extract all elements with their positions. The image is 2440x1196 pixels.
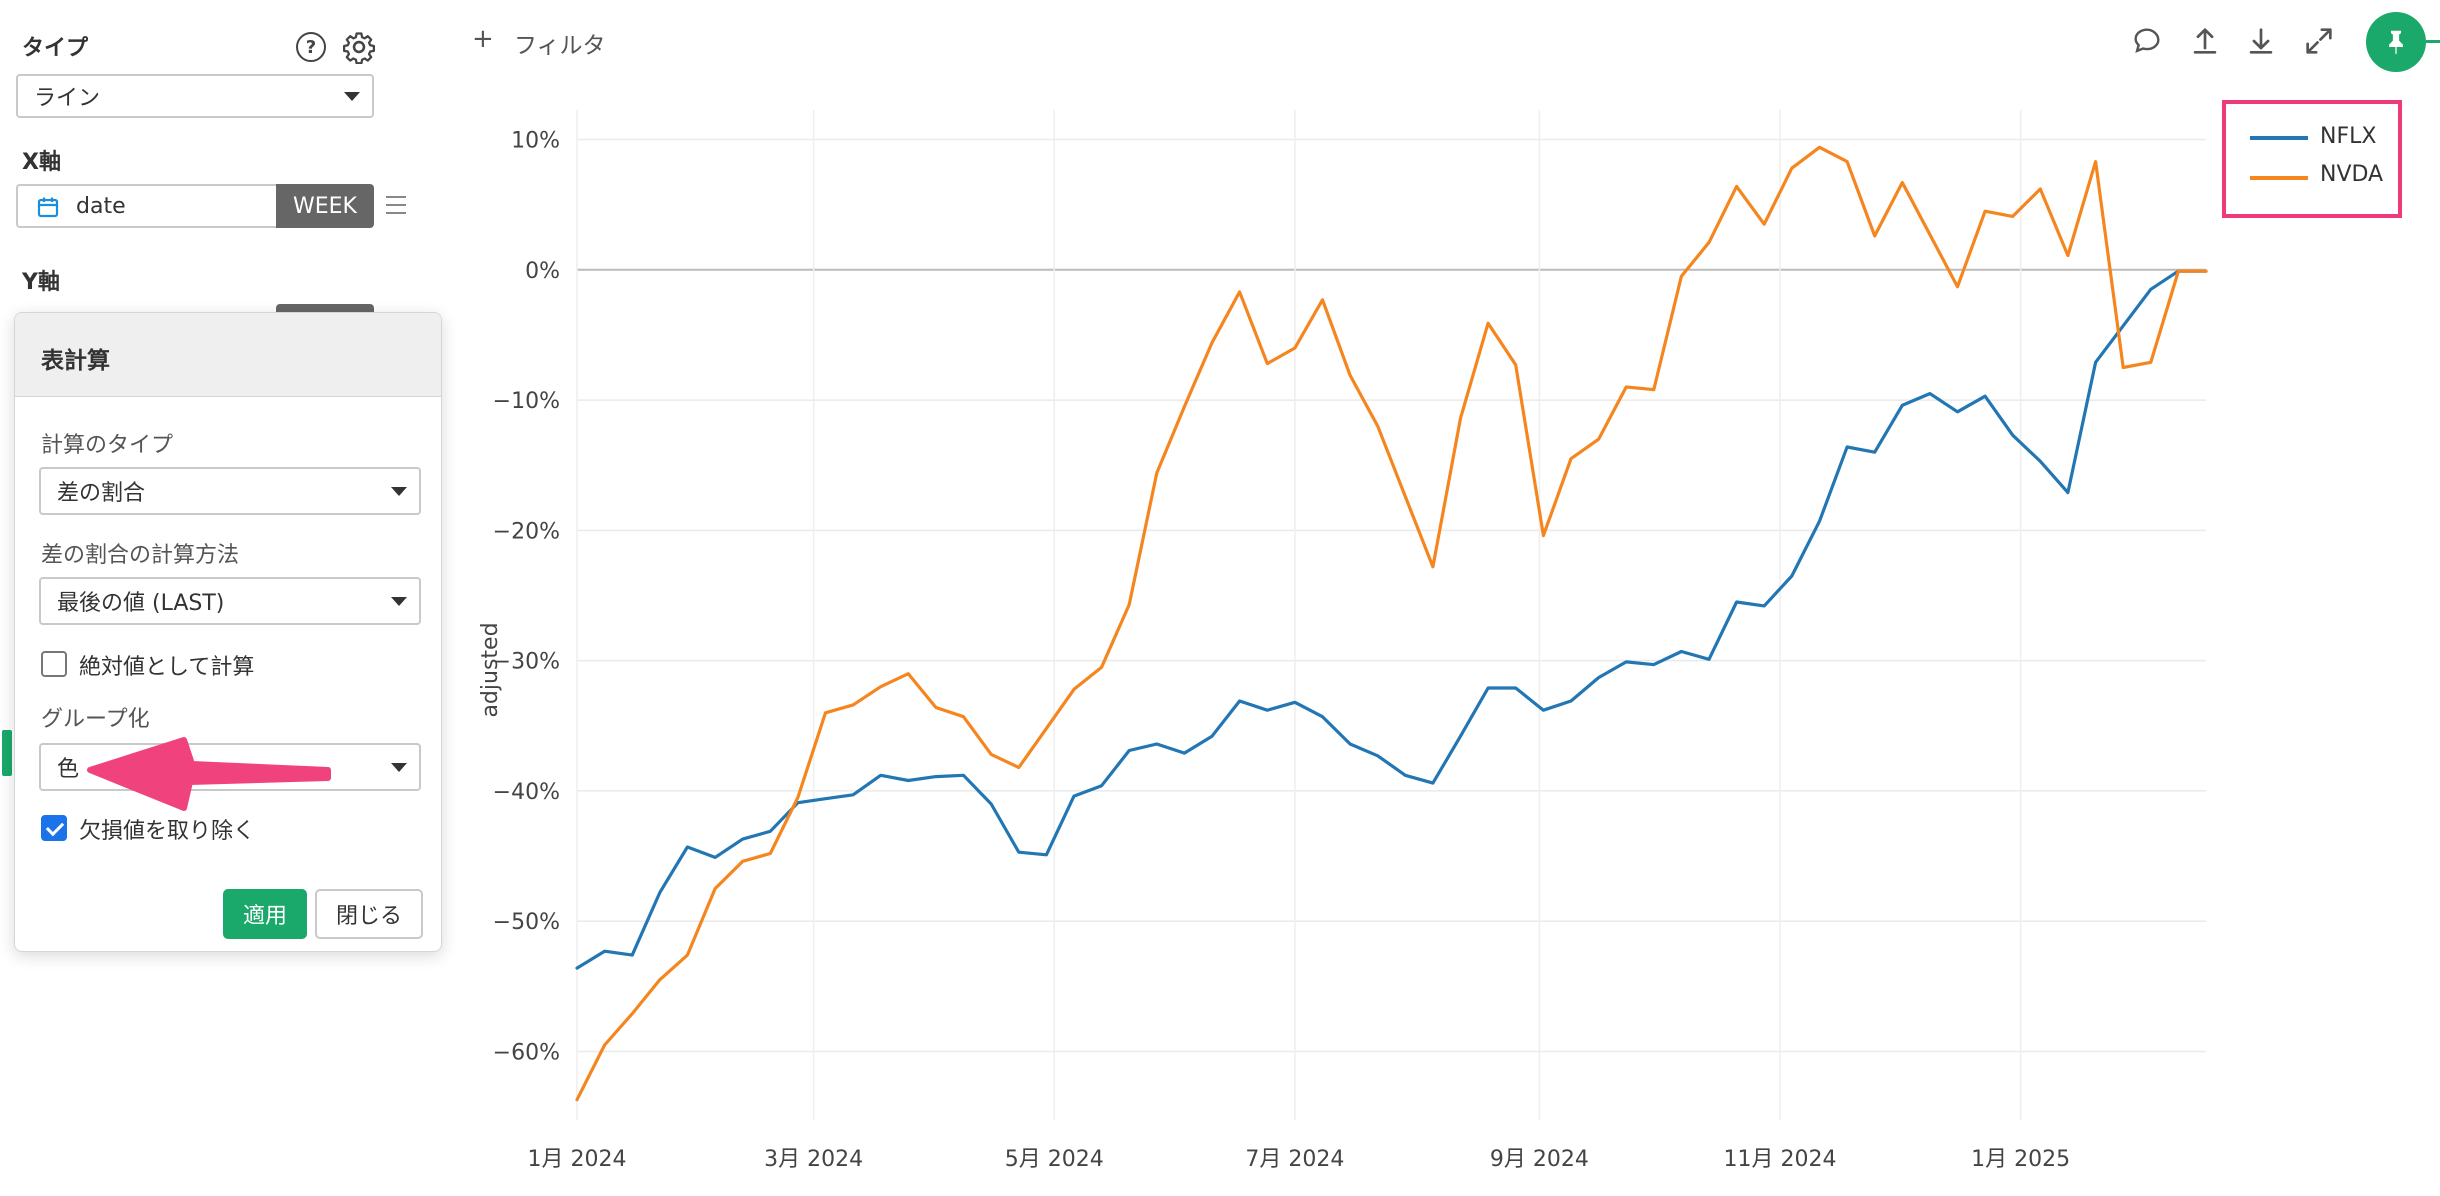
method-select[interactable]: 最後の値 (LAST) xyxy=(39,577,421,625)
x-tick-label: 5月 2024 xyxy=(1005,1147,1104,1172)
type-label: タイプ xyxy=(22,36,89,61)
legend-label-nflx: NFLX xyxy=(2320,124,2377,149)
line-chart: 1月 2024 3月 2024 5月 2024 7月 2024 9月 2024 11月 2… xyxy=(478,110,2208,1172)
pin-icon xyxy=(2389,30,2403,55)
help-icon[interactable]: ? xyxy=(296,32,326,62)
y-tick-label: −10% xyxy=(493,389,560,414)
chart-type-value: ライン xyxy=(34,86,101,111)
calendar-icon xyxy=(37,197,59,218)
chevron-down-icon xyxy=(391,487,407,496)
download-icon[interactable] xyxy=(2244,24,2278,58)
pin-button[interactable] xyxy=(2366,12,2426,72)
legend-label-nvda: NVDA xyxy=(2320,162,2384,187)
gear-icon[interactable] xyxy=(342,30,376,64)
x-tick-label: 1月 2024 xyxy=(528,1147,627,1172)
pin-connector xyxy=(2426,40,2440,43)
annotation-arrow xyxy=(87,737,331,811)
xaxis-field-name: date xyxy=(76,194,126,219)
apply-button[interactable]: 適用 xyxy=(223,889,307,939)
y-tick-label: −20% xyxy=(493,519,560,544)
absolute-label: 絶対値として計算 xyxy=(79,655,255,680)
grouping-select[interactable]: 色 xyxy=(39,743,421,791)
grouping-label: グループ化 xyxy=(41,707,150,732)
y-tick-label: −50% xyxy=(493,910,560,935)
y-tick-label: 0% xyxy=(525,259,560,284)
popup-header: 表計算 xyxy=(15,313,441,397)
method-label: 差の割合の計算方法 xyxy=(41,543,240,568)
remove-missing-label: 欠損値を取り除く xyxy=(79,819,256,844)
popup-title: 表計算 xyxy=(41,348,110,374)
chevron-down-icon xyxy=(344,92,360,101)
x-tick-label: 9月 2024 xyxy=(1490,1147,1589,1172)
x-tick-label: 11月 2024 xyxy=(1724,1147,1837,1172)
chart-grid xyxy=(576,110,2206,1120)
remove-missing-checkbox[interactable] xyxy=(41,815,67,841)
calc-type-select[interactable]: 差の割合 xyxy=(39,467,421,515)
chevron-down-icon xyxy=(391,763,407,772)
chevron-down-icon xyxy=(391,597,407,606)
x-axis-ticks: 1月 2024 3月 2024 5月 2024 7月 2024 9月 2024 11月 2… xyxy=(528,1147,2071,1172)
table-calc-popup: 表計算 計算のタイプ 差の割合 差の割合の計算方法 最後の値 (LAST) 絶対… xyxy=(14,312,442,952)
calc-type-label: 計算のタイプ xyxy=(41,433,174,458)
x-tick-label: 3月 2024 xyxy=(764,1147,863,1172)
chart-lines xyxy=(575,145,2208,1102)
xaxis-label: X軸 xyxy=(22,150,61,175)
y-tick-label: −40% xyxy=(493,780,560,805)
add-filter-icon[interactable]: + xyxy=(472,24,494,54)
menu-icon[interactable] xyxy=(386,196,406,214)
y-axis-ticks: 10% 0% −10% −20% −30% −40% −50% −60% xyxy=(493,129,560,1066)
xaxis-field[interactable]: date xyxy=(16,184,278,228)
add-filter-button[interactable]: フィルタ xyxy=(514,33,606,59)
y-tick-label: 10% xyxy=(511,129,560,154)
chart-type-select[interactable]: ライン xyxy=(16,74,374,118)
upload-icon[interactable] xyxy=(2188,24,2222,58)
comment-icon[interactable] xyxy=(2130,24,2164,58)
calc-type-value: 差の割合 xyxy=(57,481,146,506)
legend-swatch-nvda xyxy=(2250,176,2308,180)
method-value: 最後の値 (LAST) xyxy=(57,591,225,616)
y-tick-label: −30% xyxy=(493,650,560,675)
expand-icon[interactable] xyxy=(2302,24,2336,58)
series-line-nflx xyxy=(575,269,2208,970)
x-tick-label: 1月 2025 xyxy=(1971,1147,2070,1172)
series-line-nvda xyxy=(575,145,2208,1102)
grouping-value: 色 xyxy=(57,757,80,782)
xaxis-unit-button[interactable]: WEEK xyxy=(276,184,374,228)
y-tick-label: −60% xyxy=(493,1041,560,1066)
x-tick-label: 7月 2024 xyxy=(1245,1147,1344,1172)
side-accent-bar xyxy=(2,730,12,776)
yaxis-label: Y軸 xyxy=(22,270,60,295)
absolute-checkbox[interactable] xyxy=(41,651,67,677)
close-button[interactable]: 閉じる xyxy=(315,889,423,939)
legend-swatch-nflx xyxy=(2250,136,2308,140)
y-axis-label: adjusted xyxy=(478,622,503,717)
chart-legend: NFLX NVDA xyxy=(2222,100,2402,218)
